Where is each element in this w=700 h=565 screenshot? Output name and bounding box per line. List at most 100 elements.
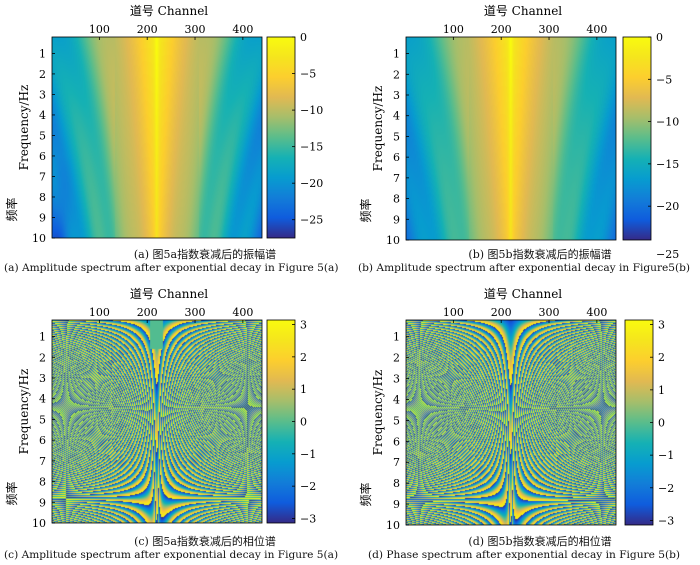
- y-tick-label-d-8: 9: [393, 498, 400, 511]
- colorbar-tick-label-d-3: 0: [658, 417, 665, 430]
- caption-c-en: (c) Amplitude spectrum after exponential…: [4, 549, 339, 561]
- panel-b: 100 200 300 400 道号 Channel 1 2 3 4 5 6 7 8 9 10 频率 Frequ…: [358, 4, 679, 261]
- y-axis-label-en-a: Frequency/Hz: [17, 85, 31, 171]
- y-tick-label-b-6: 7: [393, 172, 400, 185]
- x-tick-label-b-1: 200: [491, 23, 512, 36]
- y-tick-label-b-9: 10: [386, 234, 400, 247]
- y-tick-label-c-2: 3: [39, 372, 46, 385]
- x-tick-label-d-1: 200: [491, 306, 512, 319]
- colorbar-tick-label-c-2: 1: [300, 383, 307, 396]
- y-tick-label-d-2: 3: [393, 373, 400, 386]
- y-axis-label-b: 频率 Frequency/Hz: [358, 86, 385, 223]
- y-tick-label-b-7: 8: [393, 193, 400, 206]
- y-tick-label-a-2: 3: [39, 88, 46, 101]
- y-axis-label-en-d: Frequency/Hz: [371, 370, 385, 456]
- y-tick-label-a-8: 9: [39, 211, 46, 224]
- caption-b-en: (b) Amplitude spectrum after exponential…: [358, 262, 691, 274]
- axes-frame-c: [51, 319, 263, 524]
- y-tick-label-c-5: 6: [39, 434, 46, 447]
- y-tick-label-a-6: 7: [39, 170, 46, 183]
- heatmap-a: [52, 37, 262, 238]
- y-tick-label-b-3: 4: [393, 110, 400, 123]
- colorbar-a: [266, 36, 296, 239]
- y-axis-label-cn-b: 频率: [358, 198, 373, 222]
- y-tick-label-a-5: 6: [39, 150, 46, 163]
- y-tick-label-d-9: 10: [386, 519, 400, 532]
- y-tick-label-d-1: 2: [393, 352, 400, 365]
- y-tick-label-d-0: 1: [393, 331, 400, 344]
- y-tick-label-c-4: 5: [39, 413, 46, 426]
- x-tick-label-a-3: 400: [232, 23, 253, 36]
- x-tick-label-a-0: 100: [89, 23, 110, 36]
- y-tick-label-a-7: 8: [39, 191, 46, 204]
- caption-c-cn: (c) 图5a指数衰减后的相位谱: [134, 535, 276, 548]
- x-tick-label-d-3: 400: [586, 306, 607, 319]
- colorbar-tick-label-c-4: −1: [300, 448, 316, 461]
- y-axis-label-d: 频率 Frequency/Hz: [358, 370, 385, 507]
- y-axis-label-cn-c: 频率: [4, 481, 19, 505]
- y-tick-label-c-8: 9: [39, 496, 46, 509]
- y-tick-label-d-6: 7: [393, 456, 400, 469]
- y-tick-label-d-4: 5: [393, 414, 400, 427]
- y-tick-label-c-9: 10: [32, 517, 46, 530]
- colorbar-tick-label-d-5: −2: [658, 482, 674, 495]
- colorbar-tick-label-a-2: −10: [300, 104, 323, 117]
- y-tick-label-b-4: 5: [393, 130, 400, 143]
- x-tick-label-b-3: 400: [586, 23, 607, 36]
- colorbar-tick-label-c-1: 2: [300, 351, 307, 364]
- x-axis-label-a: 道号 Channel: [130, 4, 208, 18]
- y-tick-label-b-2: 3: [393, 89, 400, 102]
- y-axis-label-cn-a: 频率: [4, 197, 19, 221]
- colorbar-d: [624, 319, 654, 526]
- caption-d-en: (d) Phase spectrum after exponential dec…: [368, 549, 681, 561]
- colorbar-tick-label-d-2: 1: [658, 384, 665, 397]
- axes-frame-a: [51, 36, 263, 239]
- panel-a: 100 200 300 400 道号 Channel 1 2 3 4 5 6 7 8 9 10 频率 Frequ…: [4, 4, 323, 245]
- colorbar-tick-label-a-5: −25: [300, 214, 323, 227]
- colorbar-tick-label-a-3: −15: [300, 141, 323, 154]
- heatmap-b: [406, 37, 616, 240]
- colorbar-tick-label-a-0: 0: [300, 31, 307, 44]
- y-tick-label-a-9: 10: [32, 232, 46, 245]
- colorbar-tick-label-b-5: −25: [656, 248, 679, 261]
- y-tick-label-c-3: 4: [39, 393, 46, 406]
- y-tick-label-c-1: 2: [39, 351, 46, 364]
- colorbar-b: [622, 36, 652, 241]
- heatmap-c: [52, 320, 262, 523]
- heatmap-d: [406, 320, 616, 525]
- y-axis-label-cn-d: 频率: [358, 482, 373, 506]
- y-axis-label-en-c: Frequency/Hz: [17, 369, 31, 455]
- x-tick-label-a-2: 300: [185, 23, 206, 36]
- colorbar-tick-label-a-4: −20: [300, 177, 323, 190]
- x-tick-label-c-0: 100: [89, 306, 110, 319]
- colorbar-tick-label-c-3: 0: [300, 416, 307, 429]
- x-tick-label-b-0: 100: [443, 23, 464, 36]
- y-tick-label-c-0: 1: [39, 331, 46, 344]
- y-tick-label-d-5: 6: [393, 435, 400, 448]
- y-tick-label-b-1: 2: [393, 68, 400, 81]
- y-tick-label-c-6: 7: [39, 455, 46, 468]
- y-tick-label-a-3: 4: [39, 109, 46, 122]
- colorbar-tick-label-d-1: 2: [658, 351, 665, 364]
- caption-b-cn: (b) 图5b指数衰减后的振幅谱: [468, 248, 612, 261]
- y-tick-label-d-3: 4: [393, 393, 400, 406]
- x-tick-label-d-2: 300: [539, 306, 560, 319]
- y-axis-label-en-b: Frequency/Hz: [371, 86, 385, 172]
- colorbar-tick-label-b-1: −5: [656, 73, 672, 86]
- x-tick-label-d-0: 100: [443, 306, 464, 319]
- caption-a-en: (a) Amplitude spectrum after exponential…: [4, 262, 339, 274]
- colorbar-tick-label-c-6: −3: [300, 512, 316, 525]
- colorbar-tick-label-d-6: −3: [658, 514, 674, 527]
- axes-frame-b: [405, 36, 617, 241]
- y-axis-label-a: 频率 Frequency/Hz: [4, 85, 31, 222]
- x-tick-label-c-3: 400: [232, 306, 253, 319]
- caption-a-cn: (a) 图5a指数衰减后的振幅谱: [133, 248, 277, 261]
- x-axis-label-c: 道号 Channel: [130, 287, 208, 301]
- y-tick-label-b-5: 6: [393, 151, 400, 164]
- y-tick-label-b-0: 1: [393, 48, 400, 61]
- y-tick-label-a-1: 2: [39, 68, 46, 81]
- y-tick-label-b-8: 9: [393, 213, 400, 226]
- colorbar-c: [266, 319, 296, 524]
